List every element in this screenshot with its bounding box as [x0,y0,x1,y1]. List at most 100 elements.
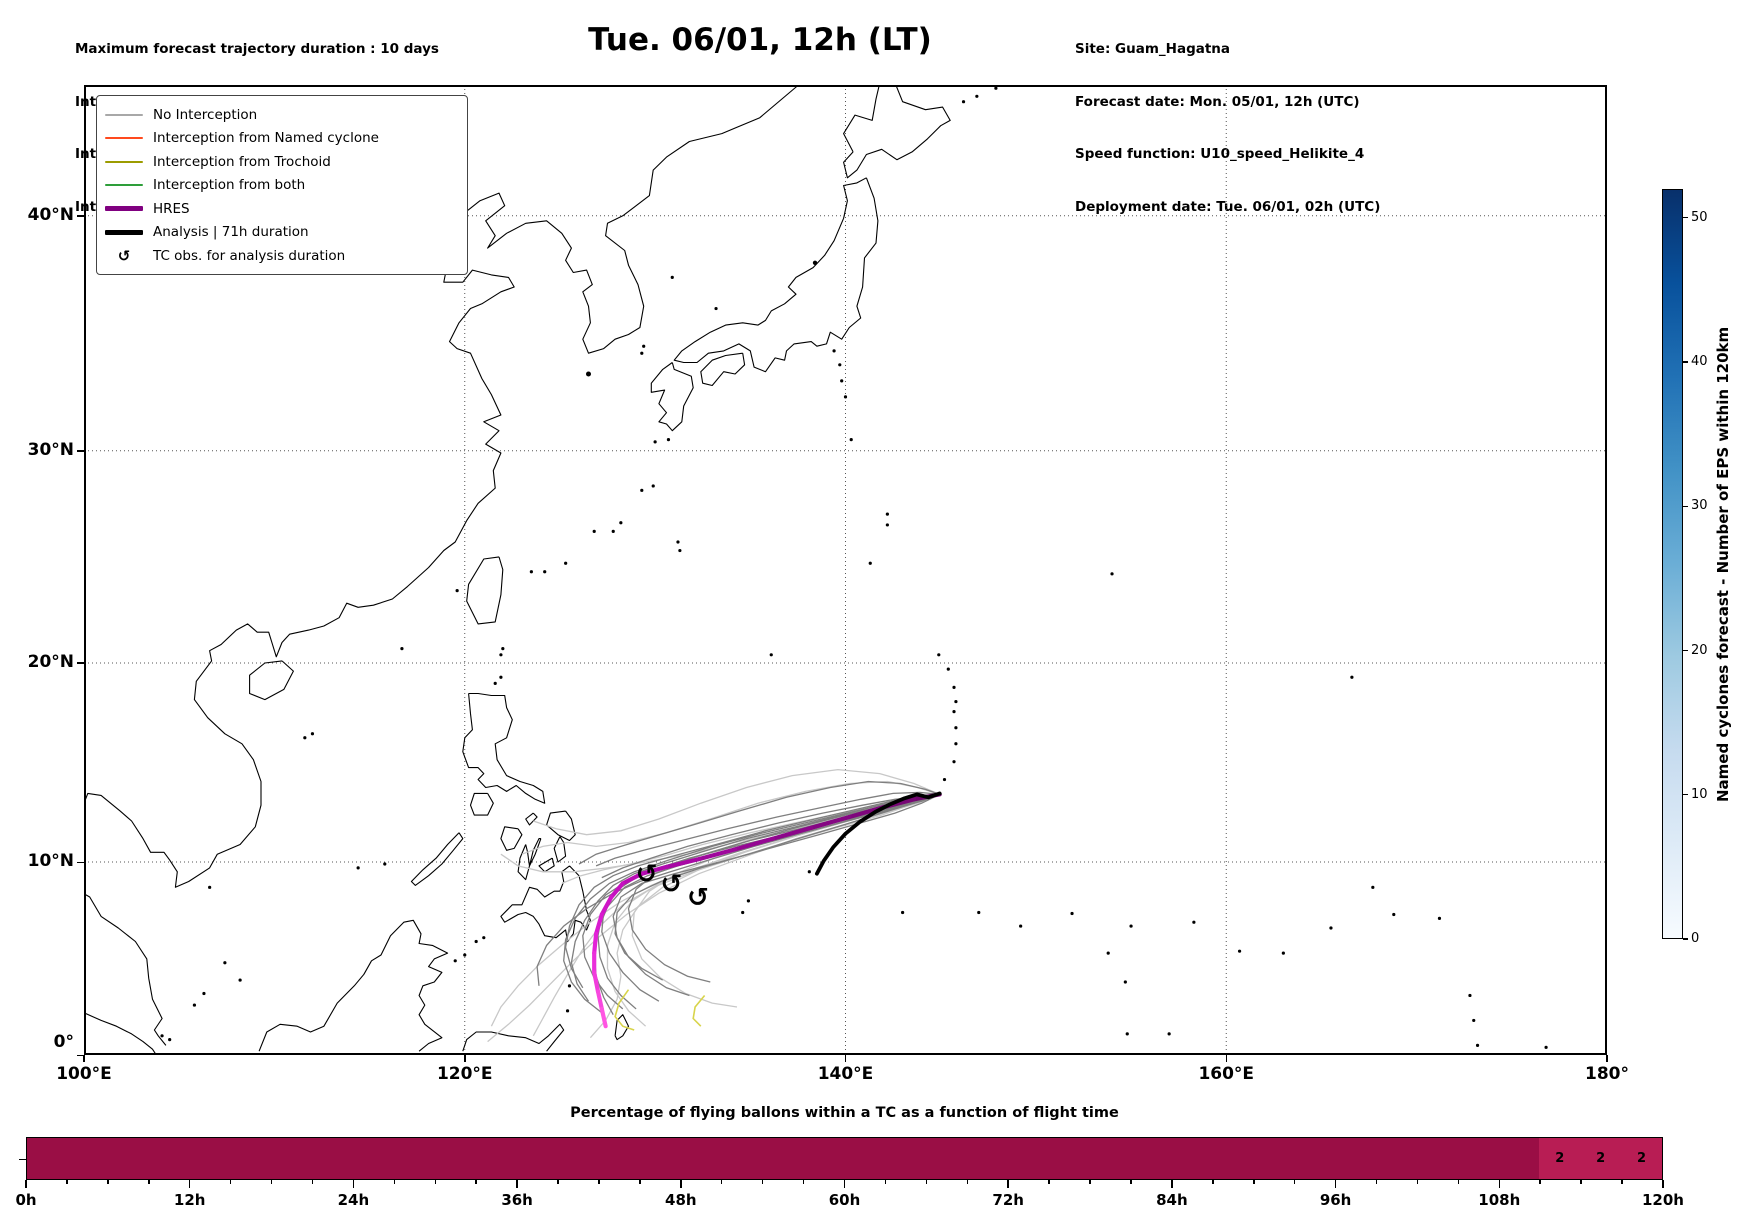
flight-tick-93h [1293,1180,1296,1184]
island-dot-73 [975,94,979,98]
flight-tick-78h [1089,1180,1091,1184]
island-dot-83 [223,961,227,965]
tc-obs-symbol-0: ↺ [636,860,658,890]
tc-obs-glyph: ↺ [117,246,131,265]
tc-obs-symbol-1: ↺ [660,869,682,899]
flight-tick-96h [1334,1180,1337,1188]
hres-track-seg-15 [592,970,601,994]
island-dot-53 [977,910,981,915]
trajectory-light-9 [487,793,940,1043]
lat-tick-20 [77,662,84,664]
island-dot-87 [160,1034,164,1038]
island-dot-9 [529,570,533,574]
island-dot-77 [565,1009,570,1013]
hres-track-seg-7 [664,857,702,870]
flight-tick-12h [188,1180,191,1188]
legend-color-line [105,206,143,212]
forecast-date-text: Forecast date: Mon. 05/01, 12h (UTC) [1075,93,1360,110]
colorbar-gradient [1662,189,1683,939]
hres-track-seg-9 [620,871,644,886]
hres-track-seg-5 [732,836,776,852]
island-dot-37 [946,667,950,671]
hres-track-seg-17 [599,1006,608,1029]
flight-tick-label-96h: 96h [1319,1191,1352,1209]
speed-function-text: Speed function: U10_speed_Helikite_4 [1075,146,1365,162]
flight-time-bar: 2 2 2 [26,1137,1663,1180]
island-dot-25 [678,548,682,553]
island-dot-54 [1019,924,1023,928]
island-dot-67 [1475,1043,1480,1048]
island-dot-49 [741,910,745,915]
island-dot-38 [937,653,941,657]
coastline-20 [84,1012,157,1055]
island-dot-30 [942,777,947,782]
island-dot-15 [812,260,818,265]
colorbar-tick-label-10: 10 [1691,786,1708,802]
flight-tick-0h [25,1180,27,1188]
lat-tick-40 [77,215,84,217]
flight-tick-9h [148,1180,150,1184]
legend-item-label: Interception from both [153,177,306,194]
legend-line-icon [105,137,143,140]
trajectory-dark-0 [593,793,940,1016]
site-text: Site: Guam_Hagatna [1075,41,1231,57]
colorbar-tick-label-0: 0 [1691,931,1700,946]
flight-tick-label-48h: 48h [665,1191,697,1209]
lon-label-100: 100°E [56,1064,112,1084]
legend-line-icon [105,206,143,212]
flight-tick-label-120h: 120h [1642,1191,1684,1209]
map-panel: ↺ ↺ ↺ No Interception Interception from Nam… [84,85,1607,1055]
flight-tick-111h [1539,1180,1541,1184]
island-dot-22 [885,523,889,527]
flight-tick-60h [843,1180,846,1188]
lat-label-20: 20°N [27,651,74,672]
island-dot-66 [1472,1018,1476,1023]
island-dot-69 [1125,1032,1129,1036]
flight-tick-label-12h: 12h [173,1191,206,1209]
legend-item-label: Analysis | 71h duration [153,224,309,241]
hres-track-seg-16 [595,989,604,1012]
hres-track-seg-3 [809,814,852,830]
flight-tick-39h [557,1180,559,1184]
flight-tick-label-0h: 0h [15,1191,37,1209]
coastline-4 [650,362,694,432]
coastline-0 [84,85,799,1046]
flight-tick-30h [434,1180,436,1184]
flight-tick-label-24h: 24h [337,1191,370,1209]
island-dot-60 [1281,951,1285,955]
legend-item-3: Interception from both [105,174,457,198]
island-dot-78 [482,936,486,940]
trajectory-dark-2 [612,793,940,997]
island-dot-1 [653,440,657,444]
map-legend: No Interception Interception from Named c… [96,95,468,275]
coastline-2 [673,177,879,373]
flight-tick-81h [1130,1180,1132,1184]
map-frame [84,85,1607,1055]
island-dot-48 [383,862,387,866]
legend-color-line [105,137,143,140]
lat-tick-0 [77,1054,84,1056]
lat-tick-30 [77,450,84,452]
tc-obs-icon: ↺ [105,246,143,265]
island-dot-63 [1392,912,1396,917]
island-dot-50 [746,899,751,903]
coastline-10 [500,826,523,851]
lon-tick-120 [464,1055,466,1062]
island-dot-62 [1371,885,1375,889]
hres-track-seg-4 [771,825,814,841]
island-dot-34 [952,710,956,714]
colorbar-tick-10 [1683,794,1688,796]
island-dot-33 [954,726,958,730]
legend-item-0: No Interception [105,103,457,127]
coastline-19 [462,1023,565,1052]
max-duration-text: Maximum forecast trajectory duration : 1… [75,41,439,57]
island-dot-64 [1437,916,1442,920]
island-dot-42 [499,675,503,679]
island-dot-4 [619,521,623,525]
flight-tick-87h [1212,1180,1214,1184]
flight-bar-segment-114-117h: 2 [1580,1138,1622,1179]
flight-tick-45h [639,1180,641,1184]
island-dot-43 [455,589,459,593]
trajectory-trochoid-0 [614,989,635,1031]
